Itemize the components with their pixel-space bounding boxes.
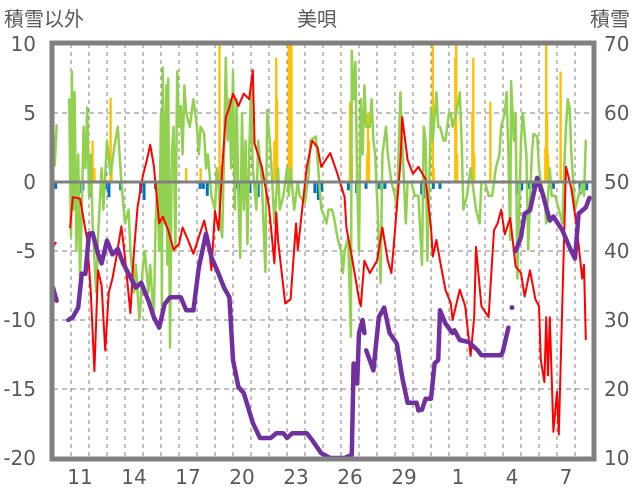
left-tick-label: 10: [10, 32, 36, 56]
precipitation-bar: [290, 44, 293, 182]
negative-bar: [205, 182, 209, 196]
precipitation-bar: [432, 168, 435, 182]
precipitation-bar: [218, 44, 221, 182]
precipitation-bar: [348, 101, 352, 182]
negative-bar: [346, 182, 350, 191]
right-tick-label: 30: [604, 308, 630, 332]
x-tick-label: 7: [559, 465, 573, 489]
precipitation-bar: [219, 165, 222, 182]
right-tick-label: 20: [604, 377, 630, 401]
series-line-snow-depth: [50, 175, 592, 461]
series-line-red: [52, 69, 587, 436]
left-tick-label: -10: [3, 308, 36, 332]
chart-title: 美唄: [297, 7, 337, 31]
left-tick-label: -20: [3, 446, 36, 470]
x-tick-label: 4: [505, 465, 519, 489]
negative-bar: [316, 182, 320, 200]
negative-bar: [585, 182, 589, 191]
negative-bar: [438, 182, 442, 189]
precipitation-bar: [109, 97, 112, 182]
negative-bar: [320, 182, 324, 192]
negative-bar: [364, 182, 368, 189]
negative-bar: [313, 182, 317, 194]
precipitation-bar: [455, 154, 459, 182]
plot-frame: [49, 40, 597, 462]
right-tick-label: 70: [604, 32, 630, 56]
precipitation-bar: [91, 140, 94, 182]
negative-bar: [54, 182, 58, 189]
precipitation-bar: [472, 57, 475, 182]
negative-bar: [142, 182, 146, 200]
negative-bar: [107, 182, 111, 198]
x-tick-label: 29: [391, 465, 417, 489]
right-tick-label: 50: [604, 170, 630, 194]
precipitation-bar: [559, 71, 562, 182]
left-axis-title: 積雪以外: [4, 7, 84, 31]
precipitation-bar: [431, 44, 434, 182]
series-point-snow-depth: [509, 305, 515, 311]
negative-bar: [551, 182, 555, 189]
x-tick-label: 23: [283, 465, 309, 489]
x-tick-label: 17: [175, 465, 201, 489]
precipitation-bar: [545, 113, 549, 182]
x-tick-label: 20: [229, 465, 255, 489]
precipitation-bar: [199, 168, 202, 182]
right-tick-label: 60: [604, 101, 630, 125]
negative-bar: [431, 182, 435, 189]
negative-bar: [383, 182, 387, 189]
series-line-green: [51, 49, 588, 349]
left-tick-label: -15: [3, 377, 36, 401]
precipitation-bar: [367, 140, 371, 182]
precipitation-bar: [275, 99, 279, 182]
left-tick-label: 5: [23, 101, 36, 125]
negative-bar: [198, 182, 202, 189]
negative-bar: [201, 182, 205, 189]
right-axis-title: 積雪: [590, 7, 630, 31]
negative-bar: [376, 182, 380, 189]
precipitation-bar: [489, 101, 492, 182]
x-tick-label: 26: [337, 465, 363, 489]
right-tick-label: 40: [604, 239, 630, 263]
left-tick-label: -5: [16, 239, 36, 263]
x-tick-label: 1: [451, 465, 465, 489]
negative-bar: [256, 182, 260, 198]
precipitation-bar: [473, 154, 476, 182]
x-tick-label: 14: [121, 465, 147, 489]
negative-bar: [420, 182, 424, 195]
negative-bar: [520, 182, 524, 191]
precipitation-bar: [546, 154, 550, 182]
precipitation-bar: [93, 168, 96, 182]
x-tick-label: 11: [67, 465, 93, 489]
negative-bar: [248, 182, 252, 194]
right-tick-label: 10: [604, 446, 630, 470]
precipitation-bar: [185, 168, 188, 182]
left-tick-label: 0: [23, 170, 36, 194]
